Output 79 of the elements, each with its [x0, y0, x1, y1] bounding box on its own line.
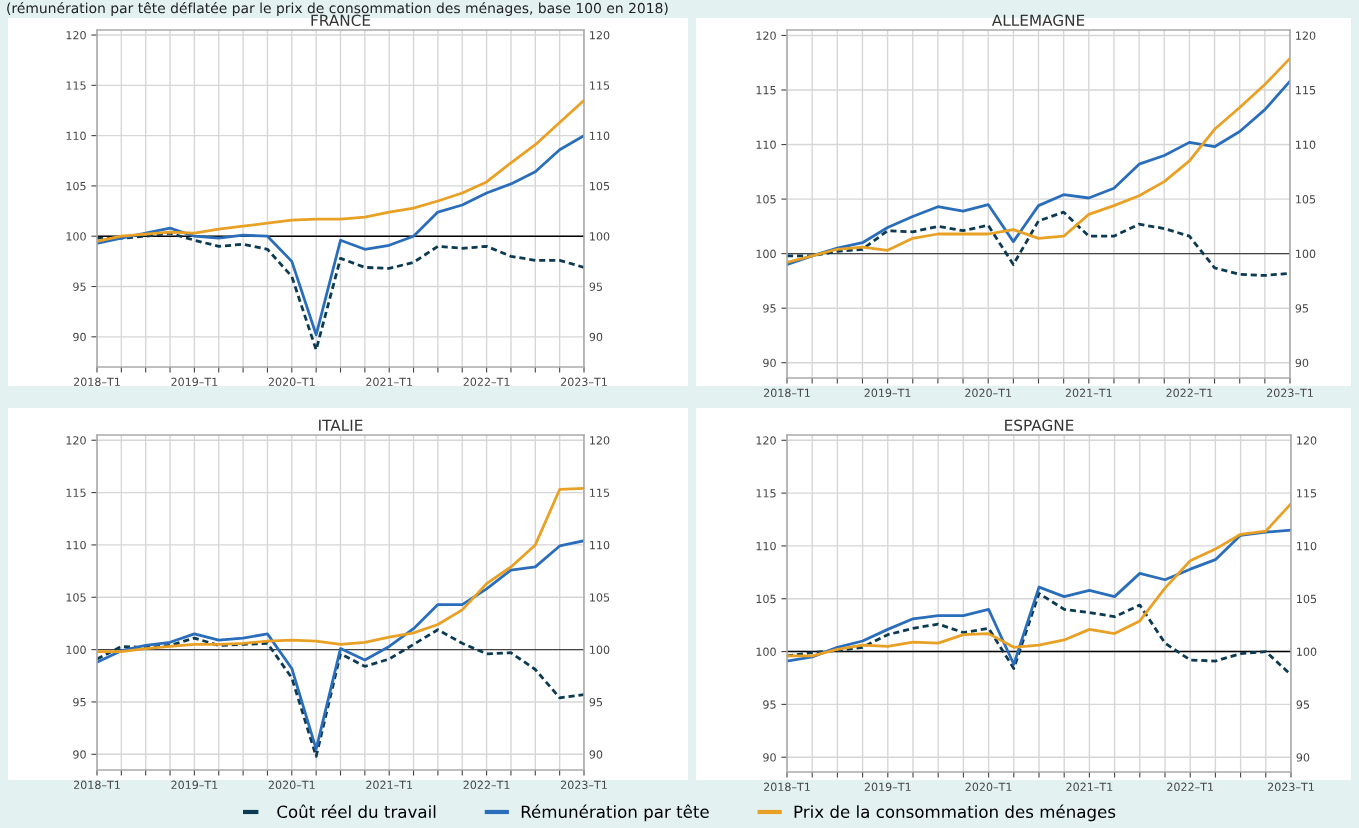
x-tick-label: 2020–T1 [268, 780, 315, 790]
x-tick-label: 2022–T1 [463, 780, 510, 790]
y2-tick-label: 115 [590, 81, 610, 90]
line-series [97, 231, 584, 352]
y2-tick-label: 90 [589, 750, 603, 759]
y-tick-label: 110 [66, 540, 86, 550]
y2-tick-label: 95 [589, 697, 603, 707]
y-tick-label: 95 [1296, 700, 1310, 709]
y2-tick-label: 110 [590, 131, 610, 141]
y-tick-label: 115 [756, 86, 776, 95]
y-tick-label: 95 [73, 697, 86, 707]
x-tick-label: 2020–T1 [965, 388, 1012, 398]
legend-label: Prix de la consommation des ménages [794, 804, 1116, 822]
x-tick-label: 2019–T1 [864, 782, 911, 792]
legend-label: Rémunération par tête [521, 804, 709, 822]
y-tick-label: 95 [73, 282, 86, 291]
y-tick-label: 120 [756, 31, 776, 40]
chart-subtitle: (rémunération par tête déflatée par le prix de consommation des ménages, base 100 en 2018) [7, 2, 668, 16]
y-tick-label: 110 [66, 131, 86, 141]
x-tick-label: 2018–T1 [763, 388, 810, 398]
y-tick-label: 120 [66, 436, 86, 445]
x-tick-label: 2023–T1 [1267, 782, 1314, 792]
y-tick-label: 100 [756, 249, 776, 259]
x-tick-label: 2019–T1 [171, 377, 218, 387]
x-tick-label: 2021–T1 [1066, 782, 1113, 792]
y-tick-label: 100 [66, 232, 86, 241]
x-tick-label: 2018–T1 [763, 782, 810, 792]
x-tick-label: 2020–T1 [268, 377, 315, 387]
y2-tick-label: 105 [590, 181, 610, 191]
y-tick-label: 90 [73, 750, 86, 759]
line-series [97, 99, 584, 243]
line-series [787, 502, 1291, 658]
y-tick-label: 110 [756, 140, 776, 149]
x-tick-label: 2021–T1 [1065, 388, 1112, 398]
x-tick-label: 2022–T1 [463, 377, 510, 387]
y2-tick-label: 120 [590, 436, 610, 445]
y-tick-label: 105 [756, 195, 776, 204]
x-tick-label: 2018–T1 [73, 780, 120, 790]
y2-tick-label: 115 [590, 488, 610, 497]
y-tick-label: 115 [66, 488, 86, 497]
line-series [97, 134, 584, 337]
x-tick-label: 2021–T1 [366, 377, 413, 387]
y2-tick-label: 105 [590, 593, 610, 602]
y-tick-label: 90 [763, 358, 776, 368]
y2-tick-label: 100 [590, 645, 610, 654]
y-tick-label: 90 [1296, 753, 1310, 762]
chart-title: ITALIE [319, 419, 363, 431]
x-tick-label: 2021–T1 [366, 780, 413, 790]
x-tick-label: 2019–T1 [864, 388, 911, 398]
y-tick-label: 105 [1297, 594, 1317, 604]
y-tick-label: 120 [66, 31, 86, 40]
y-tick-label: 105 [66, 181, 86, 191]
x-tick-label: 2019–T1 [171, 780, 218, 790]
y-tick-label: 100 [1297, 647, 1317, 656]
y-tick-label: 110 [1297, 541, 1317, 551]
y-tick-label: 115 [66, 81, 86, 90]
y-tick-label: 90 [73, 332, 86, 342]
y2-tick-label: 100 [590, 232, 610, 241]
chart-title: ESPAGNE [1005, 419, 1074, 432]
x-tick-label: 2022–T1 [1167, 782, 1214, 792]
chart-title: FRANCE [311, 14, 371, 27]
y-tick-label: 105 [66, 593, 86, 602]
line-series [787, 528, 1291, 666]
y2-tick-label: 90 [589, 332, 603, 342]
x-tick-label: 2020–T1 [965, 782, 1012, 792]
y-tick-label: 115 [1297, 489, 1317, 498]
x-tick-label: 2023–T1 [560, 780, 607, 790]
y2-tick-label: 120 [590, 31, 610, 40]
y-tick-label: 120 [1297, 436, 1317, 445]
y-tick-label: 95 [763, 304, 776, 313]
x-tick-label: 2018–T1 [73, 377, 120, 387]
x-tick-label: 2023–T1 [560, 377, 607, 387]
y-tick-label: 100 [66, 645, 86, 654]
x-tick-label: 2022–T1 [1166, 388, 1213, 398]
chart-title: ALLEMAGNE [991, 14, 1085, 27]
y2-tick-label: 95 [589, 282, 603, 291]
y2-tick-label: 110 [590, 540, 610, 550]
x-tick-label: 2023–T1 [1266, 388, 1313, 398]
legend-label: Coût réel du travail [277, 804, 436, 819]
